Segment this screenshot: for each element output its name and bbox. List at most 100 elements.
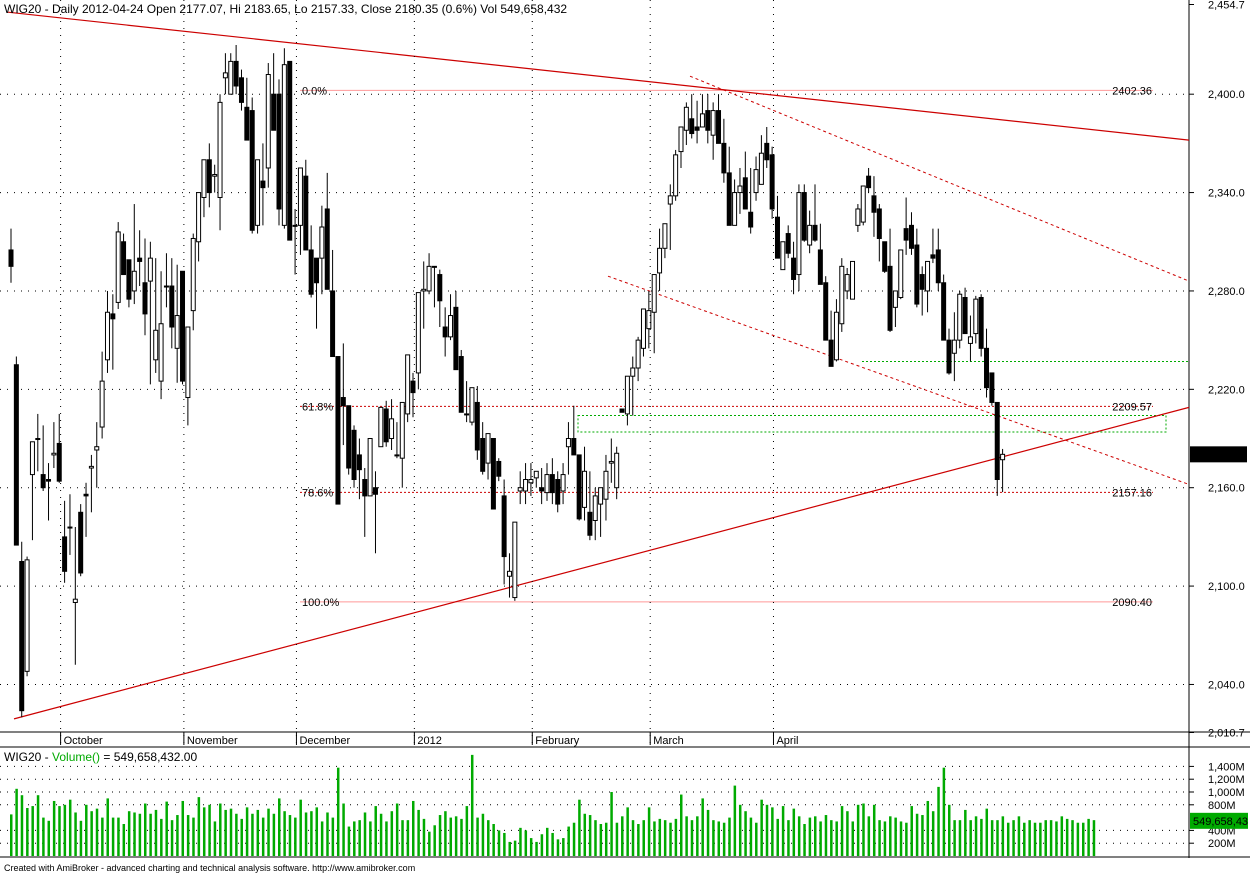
volume-bar — [213, 821, 217, 856]
candle-body — [592, 495, 598, 521]
volume-bar — [31, 806, 34, 856]
fib-value-label: 2402.36 — [1112, 85, 1152, 97]
candle-body — [812, 224, 818, 241]
volume-bar — [487, 820, 490, 856]
volume-bar — [1017, 816, 1021, 856]
price-candles — [8, 44, 1006, 718]
candle-body — [807, 224, 813, 246]
candle-body — [866, 175, 872, 189]
volume-bar — [1049, 820, 1053, 856]
volume-bar — [165, 801, 168, 856]
volume-bar — [556, 839, 560, 856]
volume-bar — [1006, 822, 1010, 856]
volume-bar — [1001, 816, 1005, 856]
volume-bar — [449, 817, 453, 856]
volume-bar — [68, 799, 72, 856]
volume-bar — [444, 811, 447, 856]
volume-bar — [787, 820, 790, 856]
volume-bar — [803, 824, 806, 856]
volume-bar — [497, 830, 501, 856]
candle-body — [335, 356, 341, 505]
volume-bar — [856, 804, 860, 856]
volume-bar — [937, 786, 940, 856]
candle-body — [378, 406, 384, 448]
date-axis-label: February — [535, 735, 580, 747]
volume-bar — [256, 809, 260, 856]
candle-body — [876, 208, 882, 239]
candle-body — [646, 310, 652, 330]
candle-body — [887, 265, 893, 331]
volume-bar — [149, 813, 152, 856]
candle-body — [185, 326, 191, 399]
volume-bar — [830, 820, 833, 856]
volume-axis-label: 1,000M — [1208, 787, 1245, 799]
volume-bar — [808, 817, 812, 856]
volume-axis-label: 1,400M — [1208, 761, 1245, 773]
candle-body — [437, 274, 443, 302]
support-trendline — [13, 406, 1190, 720]
volume-bar — [47, 820, 51, 856]
volume-bar — [85, 804, 88, 856]
candle-body — [330, 290, 336, 358]
volume-bar — [969, 820, 972, 856]
volume-bar — [781, 806, 785, 856]
volume-bar — [722, 822, 726, 856]
volume-bar — [406, 820, 410, 856]
volume-bar — [460, 818, 463, 856]
volume-bar — [583, 813, 587, 856]
candle-body — [281, 64, 287, 226]
candle-body — [935, 249, 941, 284]
fib-percent-label: 78.6% — [302, 487, 333, 499]
volume-bar — [235, 813, 238, 856]
candle-body — [297, 167, 303, 226]
candle-body — [458, 356, 464, 413]
volume-bar — [872, 804, 876, 856]
volume-bar — [508, 841, 511, 856]
candle-body — [35, 438, 41, 441]
candle-body — [46, 479, 52, 482]
candle-body — [24, 559, 30, 672]
volume-bars — [10, 754, 1096, 856]
candle-body — [962, 297, 968, 335]
volume-bar — [626, 807, 629, 856]
candle-body — [340, 397, 346, 407]
volume-bar — [1028, 820, 1031, 856]
volume-bar — [299, 799, 302, 856]
volume-bar — [1087, 818, 1090, 856]
candle-body — [694, 126, 700, 131]
price-axis-label: 2,280.0 — [1208, 286, 1245, 298]
volume-bar — [926, 800, 930, 856]
candle-body — [67, 526, 73, 529]
candle-body — [828, 339, 834, 367]
volume-bar — [331, 817, 335, 856]
candle-body — [137, 257, 143, 262]
volume-bar — [1082, 822, 1085, 856]
volume-bar — [610, 792, 613, 856]
volume-bar — [390, 811, 394, 856]
candle-body — [994, 401, 1000, 481]
volume-bar — [1055, 821, 1058, 856]
candle-body — [710, 110, 716, 136]
volume-bar — [621, 816, 624, 856]
volume-bar — [395, 803, 399, 856]
candle-body — [533, 470, 539, 479]
volume-bar — [1076, 822, 1080, 856]
candle-body — [29, 441, 35, 476]
candle-body — [104, 311, 110, 361]
candle-body — [174, 315, 180, 349]
volume-bar — [492, 824, 495, 856]
volume-bar — [1023, 822, 1026, 856]
volume-bar — [229, 808, 233, 856]
volume-bar — [111, 817, 115, 856]
candle-body — [271, 93, 277, 131]
candle-body — [99, 380, 105, 428]
candle-body — [287, 60, 293, 241]
volume-bar — [315, 807, 319, 856]
volume-bar — [95, 808, 99, 856]
candle-body — [817, 249, 823, 285]
fib-percent-label: 0.0% — [302, 85, 327, 97]
candle-body — [732, 192, 738, 226]
